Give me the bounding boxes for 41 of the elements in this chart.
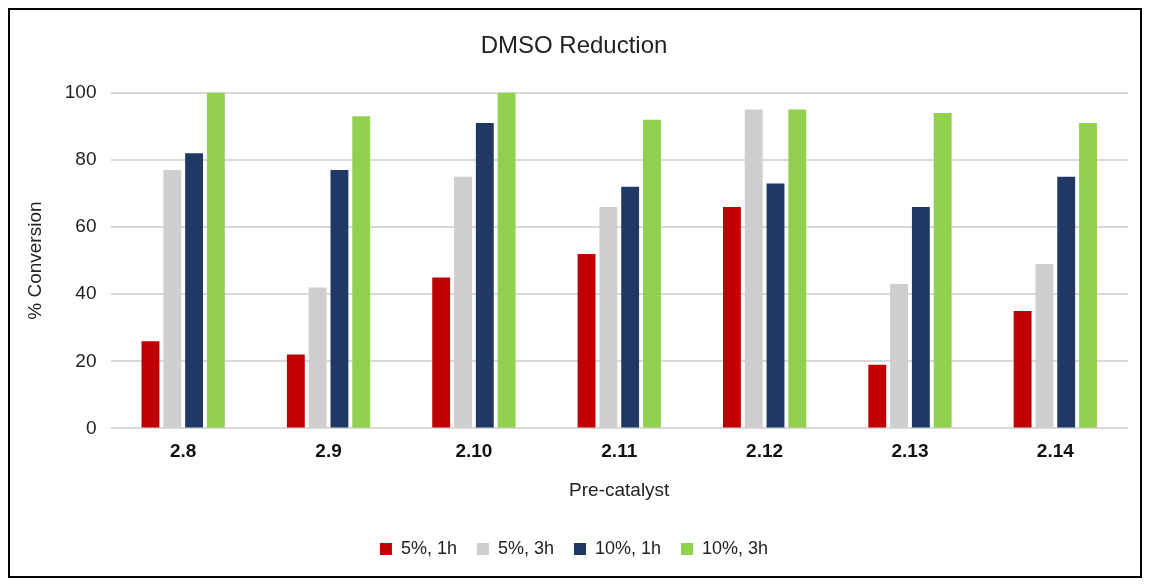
y-tick-label: 40 [75, 282, 97, 304]
x-tick-label: 2.13 [891, 440, 929, 462]
y-axis-title: % Conversion [23, 201, 45, 320]
bar [722, 206, 741, 428]
bar [1013, 310, 1032, 428]
legend-label: 10%, 3h [702, 537, 769, 558]
chart-title: DMSO Reduction [480, 31, 668, 59]
bar [766, 183, 785, 428]
x-tick-label: 2.10 [455, 440, 493, 462]
bar [185, 153, 204, 428]
bar [933, 112, 952, 428]
x-tick-label: 2.12 [746, 440, 784, 462]
bar [432, 277, 451, 428]
bar [475, 123, 494, 428]
legend-label: 5%, 1h [400, 537, 457, 558]
legend-label: 5%, 3h [497, 537, 554, 558]
y-tick-label: 100 [64, 81, 97, 103]
bar [911, 206, 930, 428]
y-tick-label: 0 [85, 416, 97, 438]
bar [643, 119, 661, 428]
y-tick-label: 80 [75, 148, 97, 170]
bar [868, 364, 887, 428]
bar [141, 341, 160, 428]
bar [352, 116, 371, 428]
bar [330, 169, 349, 428]
x-tick-label: 2.11 [601, 440, 638, 462]
x-axis-title: Pre-catalyst [569, 478, 671, 500]
bar [1079, 123, 1097, 428]
bar [621, 186, 640, 428]
bar [1057, 176, 1076, 428]
y-tick-label: 20 [75, 349, 97, 371]
x-tick-label: 2.8 [169, 440, 197, 462]
bar [788, 109, 807, 428]
x-tick-label: 2.9 [315, 440, 342, 462]
x-tick-label: 2.14 [1036, 440, 1075, 462]
legend-label: 10%, 1h [594, 537, 662, 558]
bar [577, 253, 596, 428]
y-tick-label: 60 [75, 215, 97, 237]
bar [206, 92, 225, 428]
bar [497, 92, 516, 428]
bar [286, 354, 305, 428]
